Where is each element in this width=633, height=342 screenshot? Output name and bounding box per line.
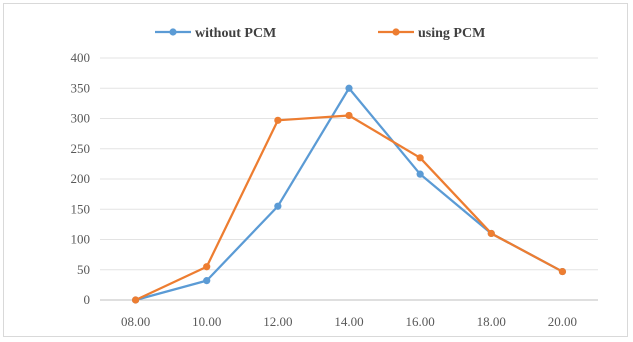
series-lines [131,84,567,304]
x-axis-ticks: 08.00 10.00 12.00 14.00 16.00 18.00 20.00 [121,314,577,329]
data-point-using-pcm [345,111,353,120]
grid-lines [100,57,598,301]
x-tick-label: 10.00 [192,314,221,329]
y-tick-label: 200 [71,171,91,186]
data-point-using-pcm [416,154,424,162]
y-tick-label: 50 [77,262,90,277]
chart-frame [3,3,628,337]
x-tick-label: 08.00 [121,314,150,329]
legend: without PCM using PCM [155,26,485,41]
x-tick-label: 16.00 [406,314,435,329]
x-tick-label: 18.00 [477,314,506,329]
data-point-using-pcm [274,116,282,124]
data-point-without-pcm [274,202,282,210]
x-tick-label: 20.00 [548,314,577,329]
data-point-without-pcm [203,277,211,285]
y-tick-label: 100 [71,232,91,247]
legend-marker-without-pcm [169,28,177,36]
y-tick-label: 400 [71,50,91,65]
y-tick-label: 250 [71,141,91,156]
legend-label-without-pcm: without PCM [195,26,276,41]
data-point-without-pcm [416,170,424,178]
x-tick-label: 12.00 [263,314,292,329]
legend-label-using-pcm: using PCM [418,26,485,41]
series-line-without-pcm [135,87,563,302]
y-tick-label: 0 [84,292,91,307]
y-tick-label: 300 [71,111,91,126]
data-point-using-pcm [558,267,567,276]
legend-marker-using-pcm [392,28,400,36]
y-axis-ticks: 0 50 100 150 200 250 300 350 400 [71,50,91,307]
data-point-without-pcm [345,84,353,92]
data-point-using-pcm [203,263,211,271]
x-tick-label: 14.00 [334,314,363,329]
series-line-using-pcm [135,114,563,302]
y-tick-label: 350 [71,80,91,95]
data-point-using-pcm [487,229,495,238]
y-tick-label: 150 [71,201,91,216]
data-point-using-pcm [131,296,140,304]
